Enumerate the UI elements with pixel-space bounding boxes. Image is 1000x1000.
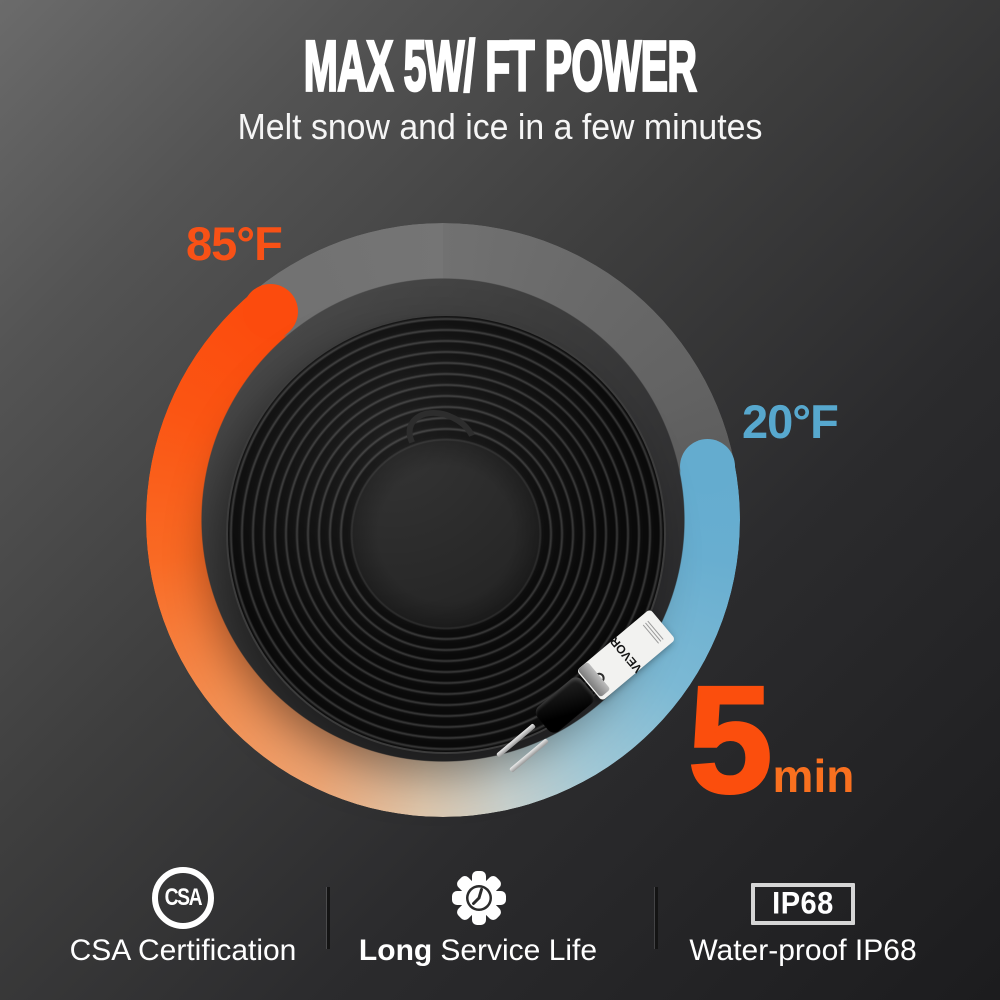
low-temp-label: 20°F [742, 395, 839, 448]
melt-time-value: 5 [687, 655, 775, 825]
service-life-label-rest: Service Life [440, 934, 598, 967]
divider [327, 887, 330, 949]
hot-arc-cap [243, 284, 298, 339]
csa-label: CSA Certification [69, 934, 297, 967]
gear-clock-icon [452, 871, 506, 925]
csa-icon-text: CSA [164, 884, 203, 911]
subheadline: Melt snow and ice in a few minutes [237, 106, 763, 147]
waterproof-label: Water-proof IP68 [689, 934, 917, 967]
melt-time: 5 min [687, 655, 855, 825]
service-life-label: Long Service Life [353, 934, 603, 968]
high-temp-label: 85°F [186, 217, 283, 270]
ip68-badge-text: IP68 [772, 886, 834, 921]
brand-label: VEVOR [607, 634, 645, 676]
ip68-badge-icon: IP68 [751, 883, 855, 925]
tag-fine-print [641, 619, 665, 644]
service-life-label-bold: Long [358, 934, 433, 967]
cold-arc-cap [680, 439, 735, 494]
headline: MAX 5W/ FT POWER [303, 25, 698, 107]
divider [655, 887, 658, 949]
csa-badge-icon: CSA [152, 867, 214, 929]
melt-time-unit: min [772, 750, 855, 802]
